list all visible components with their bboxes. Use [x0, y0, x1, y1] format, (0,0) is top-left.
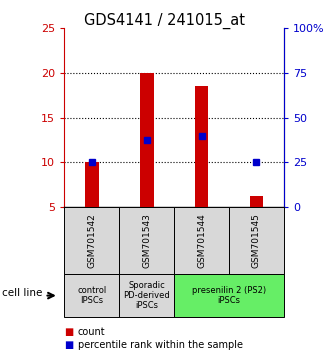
Text: control
IPSCs: control IPSCs — [77, 286, 106, 305]
Text: percentile rank within the sample: percentile rank within the sample — [78, 340, 243, 350]
Bar — [140, 73, 153, 207]
Text: GSM701544: GSM701544 — [197, 213, 206, 268]
Text: GSM701543: GSM701543 — [142, 213, 151, 268]
Bar — [249, 196, 263, 207]
Bar — [195, 86, 208, 207]
Bar — [85, 162, 99, 207]
Text: GSM701545: GSM701545 — [252, 213, 261, 268]
Text: GDS4141 / 241015_at: GDS4141 / 241015_at — [84, 12, 246, 29]
Text: ■: ■ — [64, 327, 74, 337]
Text: cell line: cell line — [2, 288, 42, 298]
Text: Sporadic
PD-derived
iPSCs: Sporadic PD-derived iPSCs — [123, 281, 170, 310]
Text: count: count — [78, 327, 105, 337]
Text: ■: ■ — [64, 340, 74, 350]
Text: presenilin 2 (PS2)
iPSCs: presenilin 2 (PS2) iPSCs — [192, 286, 266, 305]
Text: GSM701542: GSM701542 — [87, 213, 96, 268]
